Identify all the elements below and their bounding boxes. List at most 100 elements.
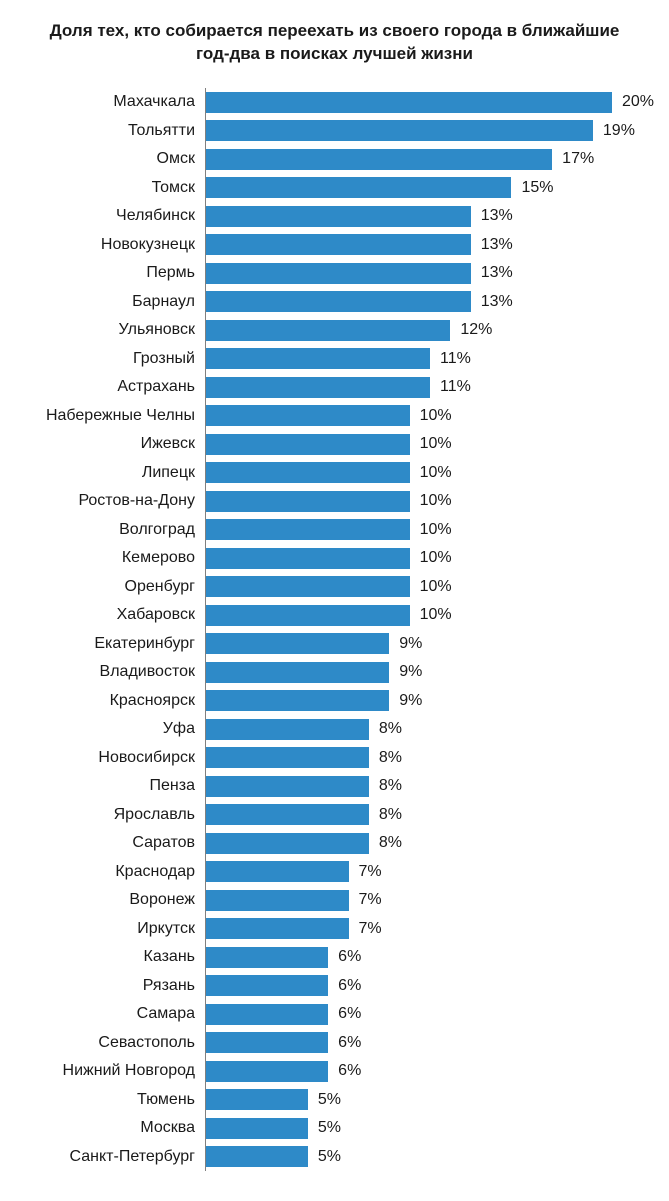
bar-label: Воронеж [15,891,205,909]
bar-track: 10% [205,458,654,487]
bar-row: Ижевск 10% [15,430,654,459]
bar-fill [206,405,410,426]
bar-row: Новосибирск8% [15,743,654,772]
bar-label: Ижевск [15,435,205,453]
bar-row: Астрахань11% [15,373,654,402]
bar-fill [206,206,471,227]
bar-fill [206,747,369,768]
bar-value: 13% [471,264,513,282]
bar-row: Набережные Челны 10% [15,401,654,430]
bar-track: 8% [205,772,654,801]
bar-track: 12% [205,316,654,345]
bar-fill [206,833,369,854]
bar-value: 10% [410,407,452,425]
bar-value: 10% [410,606,452,624]
bar-track: 15% [205,173,654,202]
bar-fill [206,377,430,398]
bar-label: Пенза [15,777,205,795]
bar-track: 13% [205,230,654,259]
bar-fill [206,719,369,740]
bar-value: 8% [369,720,402,738]
bar-row: Нижний Новгород6% [15,1057,654,1086]
bar-value: 6% [328,1034,361,1052]
bar-track: 7% [205,914,654,943]
bar-fill [206,975,328,996]
bar-fill [206,491,410,512]
bar-track: 5% [205,1142,654,1171]
bar-row: Ростов-на-Дону10% [15,487,654,516]
bar-fill [206,662,389,683]
bar-label: Иркутск [15,920,205,938]
bar-row: Воронеж7% [15,886,654,915]
bar-value: 13% [471,207,513,225]
bar-value: 13% [471,293,513,311]
bar-value: 5% [308,1148,341,1166]
bar-row: Челябинск13% [15,202,654,231]
bar-label: Астрахань [15,378,205,396]
bar-label: Ярославль [15,806,205,824]
bar-label: Саратов [15,834,205,852]
bar-track: 11% [205,344,654,373]
bar-fill [206,1118,308,1139]
bar-track: 11% [205,373,654,402]
bar-row: Новокузнецк13% [15,230,654,259]
bar-label: Набережные Челны [15,407,205,425]
bar-label: Рязань [15,977,205,995]
bar-row: Иркутск 7% [15,914,654,943]
bar-fill [206,149,552,170]
bar-fill [206,434,410,455]
bar-fill [206,1004,328,1025]
bar-label: Тольятти [15,122,205,140]
bar-row: Липецк10% [15,458,654,487]
bar-track: 8% [205,829,654,858]
bar-label: Пермь [15,264,205,282]
bar-value: 6% [328,948,361,966]
bar-track: 13% [205,287,654,316]
bar-label: Оренбург [15,578,205,596]
bar-row: Екатеринбург9% [15,629,654,658]
bar-fill [206,690,389,711]
bar-row: Рязань6% [15,971,654,1000]
bar-label: Севастополь [15,1034,205,1052]
bar-track: 5% [205,1085,654,1114]
bar-label: Краснодар [15,863,205,881]
bar-track: 5% [205,1114,654,1143]
bar-track: 7% [205,886,654,915]
bar-fill [206,633,389,654]
bar-label: Барнаул [15,293,205,311]
bar-value: 11% [430,350,471,368]
bar-track: 10% [205,401,654,430]
bar-fill [206,120,593,141]
bar-value: 10% [410,435,452,453]
bar-value: 8% [369,834,402,852]
bar-row: Омск17% [15,145,654,174]
bar-label: Липецк [15,464,205,482]
bar-track: 8% [205,715,654,744]
bar-value: 8% [369,777,402,795]
bar-track: 19% [205,116,654,145]
bar-label: Махачкала [15,93,205,111]
bar-track: 10% [205,601,654,630]
bar-fill [206,776,369,797]
bar-label: Грозный [15,350,205,368]
bar-fill [206,348,430,369]
bar-label: Тюмень [15,1091,205,1109]
bar-row: Владивосток9% [15,658,654,687]
bar-track: 9% [205,658,654,687]
bar-label: Екатеринбург [15,635,205,653]
bar-value: 12% [450,321,492,339]
bar-row: Москва5% [15,1114,654,1143]
bar-label: Ростов-на-Дону [15,492,205,510]
bar-value: 6% [328,1005,361,1023]
bar-fill [206,320,450,341]
bar-row: Хабаровск10% [15,601,654,630]
bar-label: Новокузнецк [15,236,205,254]
bar-fill [206,177,511,198]
bar-value: 8% [369,749,402,767]
bar-row: Пермь 13% [15,259,654,288]
bar-fill [206,1061,328,1082]
bar-label: Волгоград [15,521,205,539]
bar-value: 8% [369,806,402,824]
bar-value: 5% [308,1091,341,1109]
bar-value: 7% [349,920,382,938]
